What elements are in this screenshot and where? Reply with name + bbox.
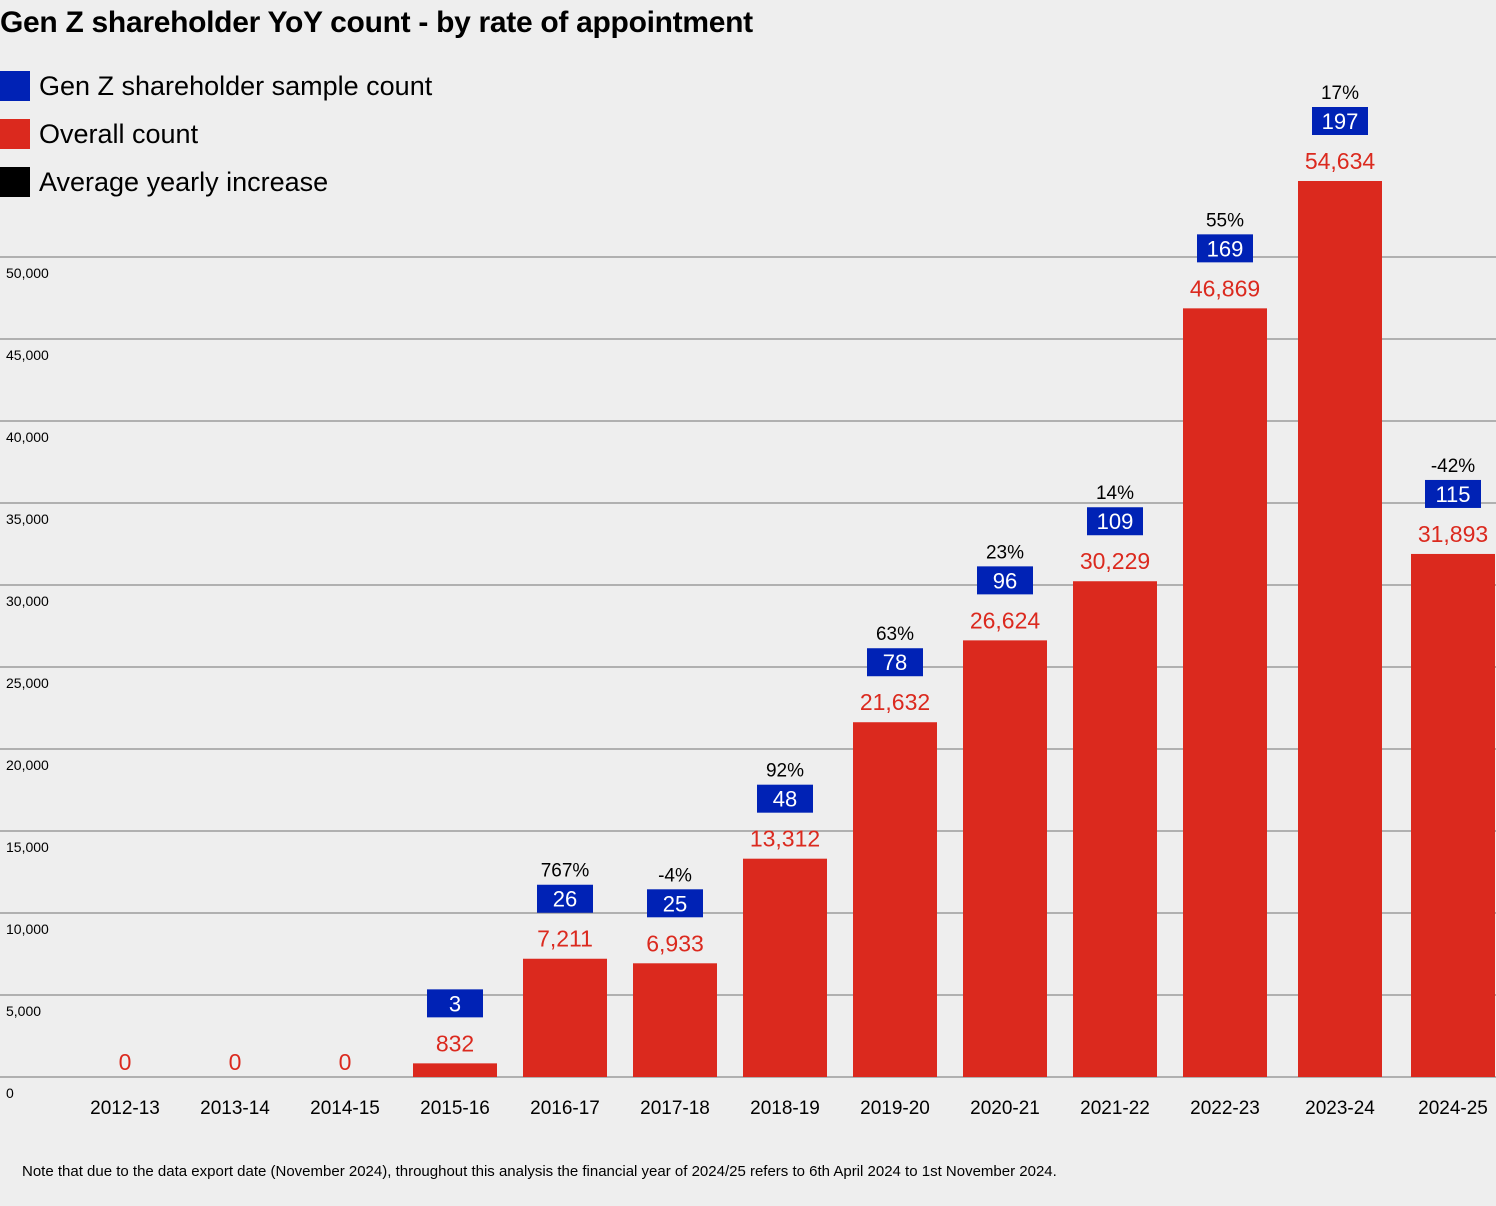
overall-data-label: 0	[229, 1049, 242, 1075]
x-tick-label: 2013-14	[200, 1098, 270, 1119]
legend-item-genz: Gen Z shareholder sample count	[0, 71, 432, 101]
genz-count-box	[1197, 234, 1253, 263]
legend-swatch-black	[0, 167, 30, 197]
x-tick-label: 2012-13	[90, 1098, 160, 1119]
legend-swatch-red	[0, 119, 30, 149]
y-tick-label: 5,000	[6, 1003, 41, 1019]
y-tick-label: 30,000	[6, 593, 49, 609]
genz-count-label: 109	[1097, 509, 1134, 534]
bar-overall	[1298, 181, 1382, 1078]
genz-count-box	[427, 989, 483, 1018]
overall-data-label: 0	[119, 1049, 132, 1075]
genz-count-label: 115	[1435, 482, 1470, 507]
x-tick-label: 2020-21	[970, 1098, 1040, 1119]
yearly-increase-label: -4%	[658, 865, 692, 886]
genz-count-label: 48	[773, 787, 797, 812]
y-tick-label: 50,000	[6, 265, 49, 281]
genz-count-label: 26	[553, 887, 577, 912]
overall-data-label: 6,933	[646, 930, 704, 956]
genz-count-label: 25	[663, 891, 687, 916]
legend-item-overall: Overall count	[0, 119, 198, 149]
legend-item-increase: Average yearly increase	[0, 167, 328, 197]
overall-data-label: 13,312	[750, 826, 820, 852]
legend-label: Average yearly increase	[39, 166, 329, 197]
x-tick-label: 2014-15	[310, 1098, 380, 1119]
bar-overall	[1073, 581, 1157, 1077]
genz-count-label: 3	[449, 991, 461, 1016]
genz-count-box	[1087, 507, 1143, 536]
y-tick-label: 35,000	[6, 511, 49, 527]
x-tick-label: 2021-22	[1080, 1098, 1150, 1119]
yearly-increase-label: 23%	[986, 542, 1024, 563]
y-tick-label: 0	[6, 1085, 14, 1101]
footnote: Note that due to the data export date (N…	[22, 1163, 1057, 1180]
x-tick-label: 2022-23	[1190, 1098, 1260, 1119]
genz-count-label: 96	[993, 568, 1017, 593]
genz-count-box	[977, 566, 1033, 595]
bar-overall	[743, 858, 827, 1077]
chart-title: Gen Z shareholder YoY count - by rate of…	[0, 6, 753, 39]
yearly-increase-label: 55%	[1206, 210, 1244, 231]
yearly-increase-label: 92%	[766, 761, 804, 782]
y-tick-label: 15,000	[6, 839, 49, 855]
yearly-increase-label: -42%	[1431, 456, 1475, 477]
overall-data-label: 0	[339, 1049, 352, 1075]
bar-overall	[853, 722, 937, 1077]
genz-count-label: 197	[1322, 109, 1359, 134]
x-tick-label: 2017-18	[640, 1098, 710, 1119]
genz-count-label: 78	[883, 650, 907, 675]
bar-overall	[1183, 308, 1267, 1077]
bar-overall	[413, 1063, 497, 1077]
genz-count-box	[1312, 107, 1368, 136]
x-tick-label: 2016-17	[530, 1098, 600, 1119]
overall-data-label: 30,229	[1080, 548, 1150, 574]
genz-count-box	[867, 648, 923, 677]
x-tick-label: 2024-25	[1418, 1098, 1488, 1119]
genz-count-box	[647, 889, 703, 918]
overall-data-label: 54,634	[1305, 148, 1376, 174]
genz-count-label: 169	[1207, 236, 1244, 261]
genz-count-box	[757, 784, 813, 813]
y-tick-label: 45,000	[6, 347, 49, 363]
bar-overall	[1411, 553, 1495, 1077]
legend-label: Overall count	[39, 118, 199, 149]
x-tick-label: 2023-24	[1305, 1098, 1375, 1119]
overall-data-label: 31,893	[1418, 521, 1488, 547]
genz-count-box	[537, 884, 593, 913]
yearly-increase-label: 17%	[1321, 83, 1359, 104]
x-tick-label: 2015-16	[420, 1098, 490, 1119]
bar-overall	[963, 640, 1047, 1077]
bar-overall	[523, 958, 607, 1077]
overall-data-label: 21,632	[860, 689, 930, 715]
overall-data-label: 26,624	[970, 607, 1041, 633]
bar-overall	[633, 963, 717, 1077]
overall-data-label: 7,211	[537, 926, 593, 952]
x-tick-label: 2018-19	[750, 1098, 820, 1119]
legend-label: Gen Z shareholder sample count	[39, 70, 433, 101]
yearly-increase-label: 767%	[541, 861, 590, 882]
overall-data-label: 832	[436, 1030, 474, 1056]
y-tick-label: 10,000	[6, 921, 49, 937]
yearly-increase-label: 63%	[876, 624, 914, 645]
y-tick-label: 25,000	[6, 675, 49, 691]
y-tick-label: 20,000	[6, 757, 49, 773]
y-tick-label: 40,000	[6, 429, 49, 445]
overall-data-label: 46,869	[1190, 275, 1260, 301]
genz-count-box	[1425, 479, 1481, 508]
legend-swatch-blue	[0, 71, 30, 101]
x-tick-label: 2019-20	[860, 1098, 930, 1119]
yearly-increase-label: 14%	[1096, 483, 1134, 504]
